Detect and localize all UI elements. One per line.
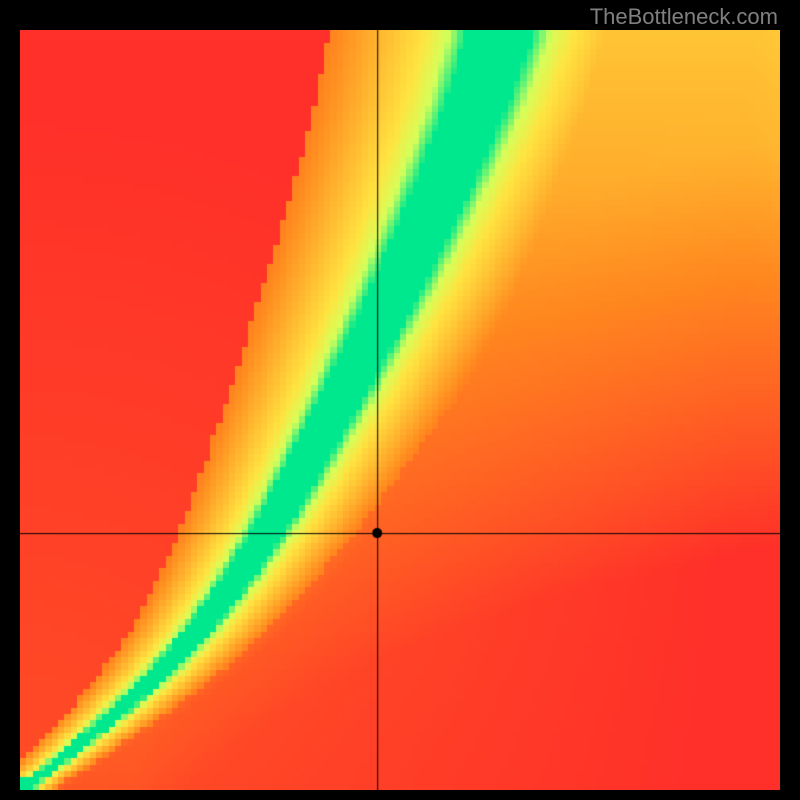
chart-container: TheBottleneck.com (0, 0, 800, 800)
attribution-label: TheBottleneck.com (590, 4, 778, 30)
heatmap-canvas (20, 30, 780, 790)
